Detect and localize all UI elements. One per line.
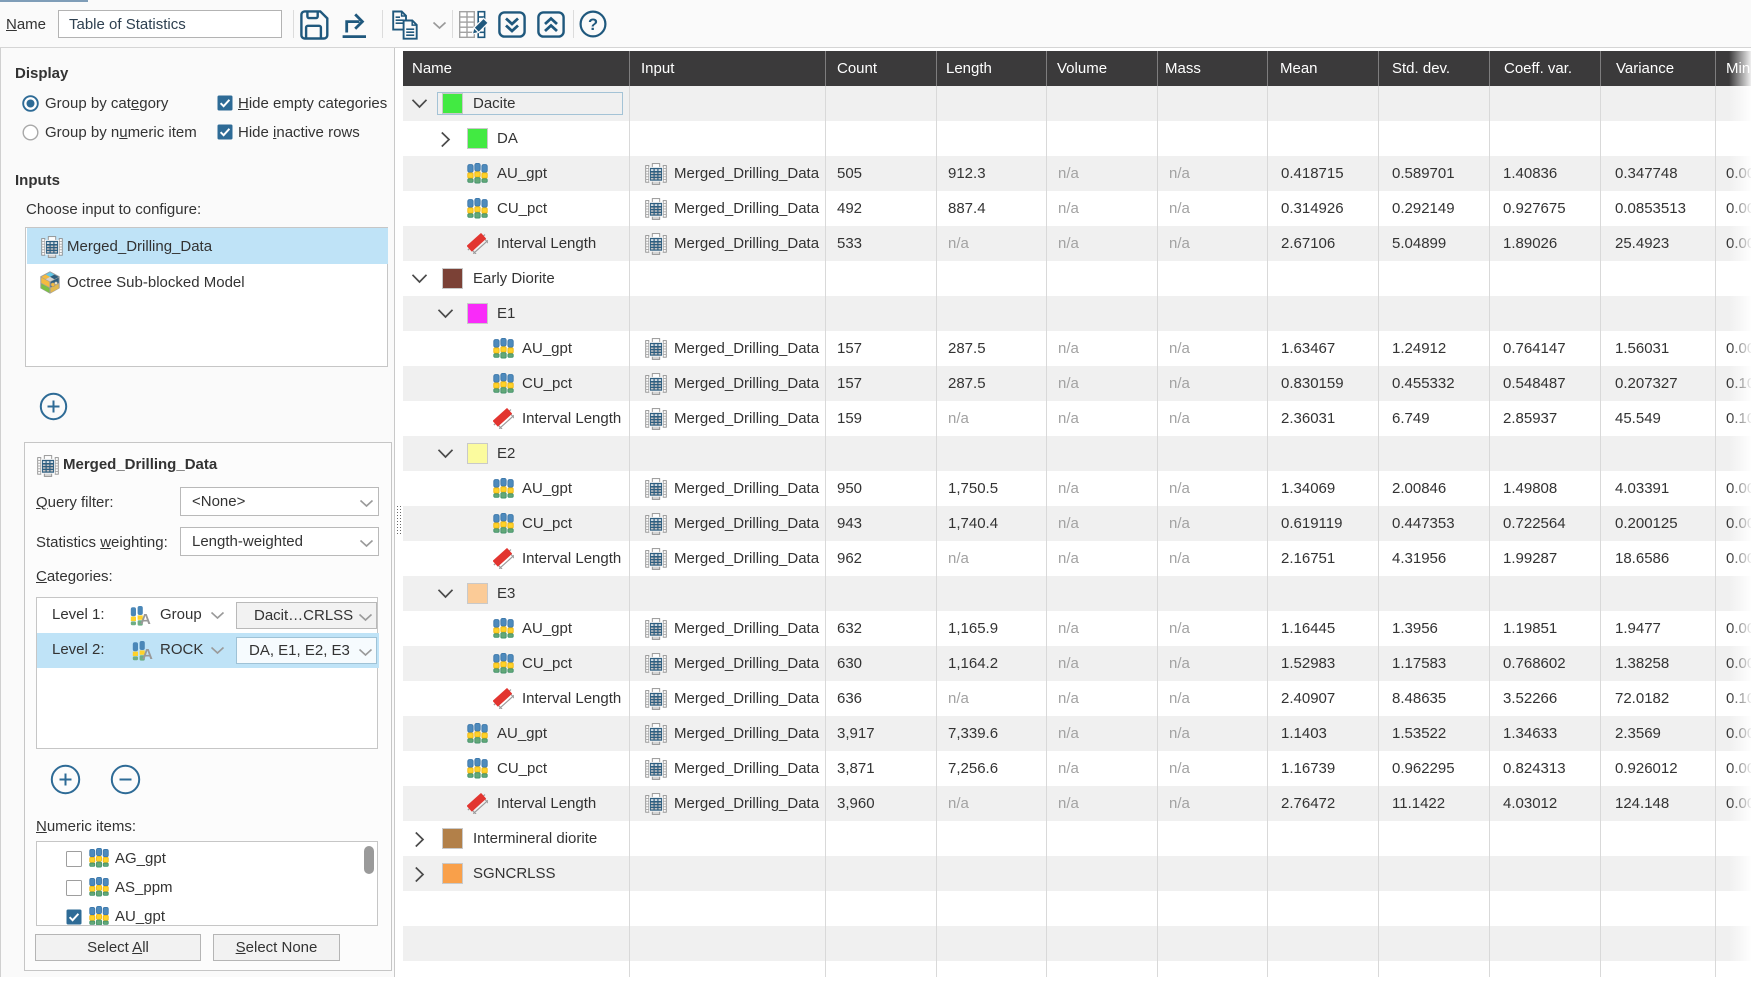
svg-text:?: ? — [588, 16, 598, 34]
svg-text:A: A — [140, 611, 151, 627]
svg-text:A: A — [142, 646, 153, 662]
